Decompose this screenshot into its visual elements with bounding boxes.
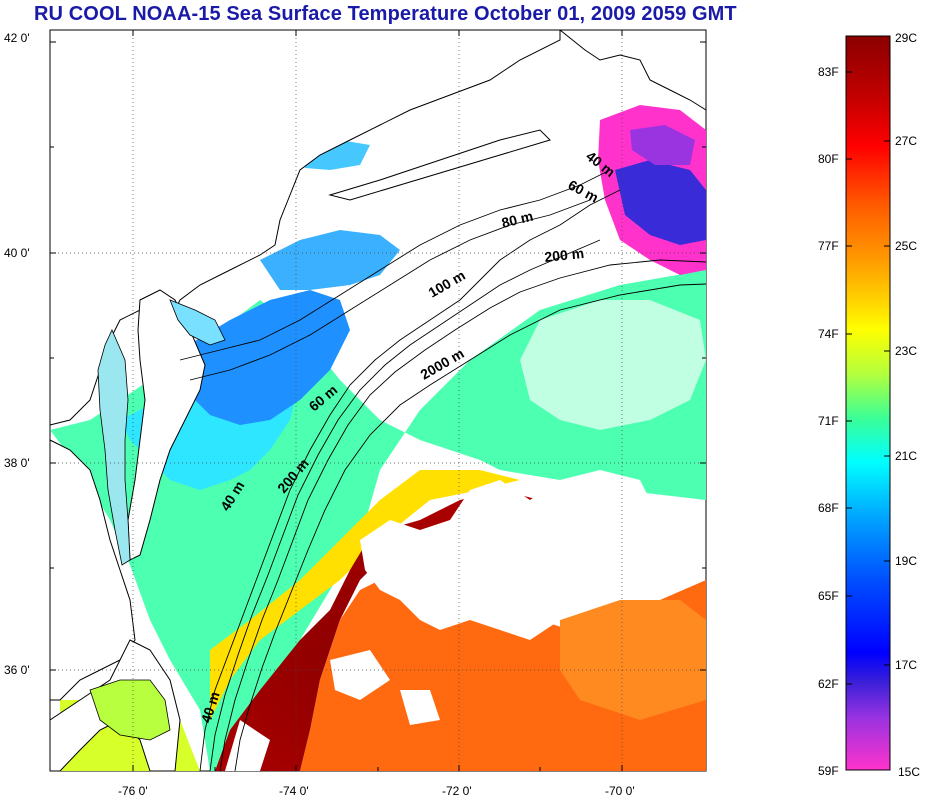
colorbar-f-label: 77F xyxy=(818,239,839,253)
sst-gulf-stream xyxy=(215,490,540,771)
colorbar-f-label: 62F xyxy=(818,677,839,691)
colorbar-c-label: 21C xyxy=(895,449,917,463)
sst-cold-nj xyxy=(260,230,400,290)
lat-label-40: 40 0' xyxy=(4,246,30,260)
long-island xyxy=(328,129,551,201)
isobath-lines xyxy=(179,169,707,772)
colorbar-gradient xyxy=(845,35,891,771)
colorbar-f-label: 83F xyxy=(818,65,839,79)
map-panel: 40 m 60 m 80 m 200 m 100 m 2000 m 60 m 2… xyxy=(49,29,707,772)
graticule xyxy=(50,30,706,771)
cape-cod-region xyxy=(558,29,707,111)
sst-cold-pocket-violet xyxy=(630,125,695,165)
colorbar-f-label: 71F xyxy=(818,414,839,428)
colorbar-f-label: 68F xyxy=(818,501,839,515)
colorbar-c-label: 23C xyxy=(895,344,917,358)
lon-label-72: -72 0' xyxy=(442,784,472,798)
colorbar-c-ticks xyxy=(884,140,890,666)
colorbar-celsius-labels: 29C 27C 25C 23C 21C 19C 17C 15C xyxy=(895,31,920,779)
latitude-labels: 42 0' 40 0' 38 0' 36 0' xyxy=(4,31,30,677)
temperature-colorbar: 83F 80F 77F 74F 71F 68F 65F 62F 59F 29C … xyxy=(818,31,920,779)
land xyxy=(49,29,707,772)
lon-label-74: -74 0' xyxy=(279,784,309,798)
colorbar-f-label: 80F xyxy=(818,152,839,166)
cloud-mask xyxy=(225,300,706,771)
sst-cold-pocket-blue xyxy=(615,160,706,245)
colorbar-f-label: 65F xyxy=(818,589,839,603)
colorbar-c-label: 19C xyxy=(895,554,917,568)
pamlico-sound xyxy=(89,679,171,741)
colorbar-c-label: 29C xyxy=(895,31,917,45)
delaware-bay xyxy=(169,299,226,346)
isobath-label: 80 m xyxy=(500,208,535,231)
sst-warm-offshore xyxy=(300,580,706,771)
virginia-mainland xyxy=(49,439,136,701)
colorbar-f-label: 59F xyxy=(818,764,839,778)
colorbar-c-label: 17C xyxy=(895,658,917,672)
colorbar-c-label: 27C xyxy=(895,134,917,148)
lat-label-36: 36 0' xyxy=(4,663,30,677)
lat-label-38: 38 0' xyxy=(4,456,30,470)
map-title: RU COOL NOAA-15 Sea Surface Temperature … xyxy=(34,3,737,25)
colorbar-fahrenheit-labels: 83F 80F 77F 74F 71F 68F 65F 62F 59F xyxy=(818,65,839,778)
lon-label-70: -70 0' xyxy=(605,784,635,798)
sst-yellow-band xyxy=(210,470,520,720)
colorbar-f-ticks xyxy=(846,71,852,685)
lat-label-42: 42 0' xyxy=(4,31,30,45)
colorbar-f-label: 74F xyxy=(818,327,839,341)
isobath-label: 200 m xyxy=(544,245,585,265)
lon-label-76: -76 0' xyxy=(118,784,148,798)
longitude-labels: -76 0' -74 0' -72 0' -70 0' xyxy=(118,784,635,798)
axis-ticks xyxy=(50,30,706,771)
colorbar-c-label: 15C xyxy=(898,765,920,779)
colorbar-c-label: 25C xyxy=(895,239,917,253)
sst-warm-patch xyxy=(560,600,706,720)
chesapeake-bay xyxy=(97,329,131,566)
